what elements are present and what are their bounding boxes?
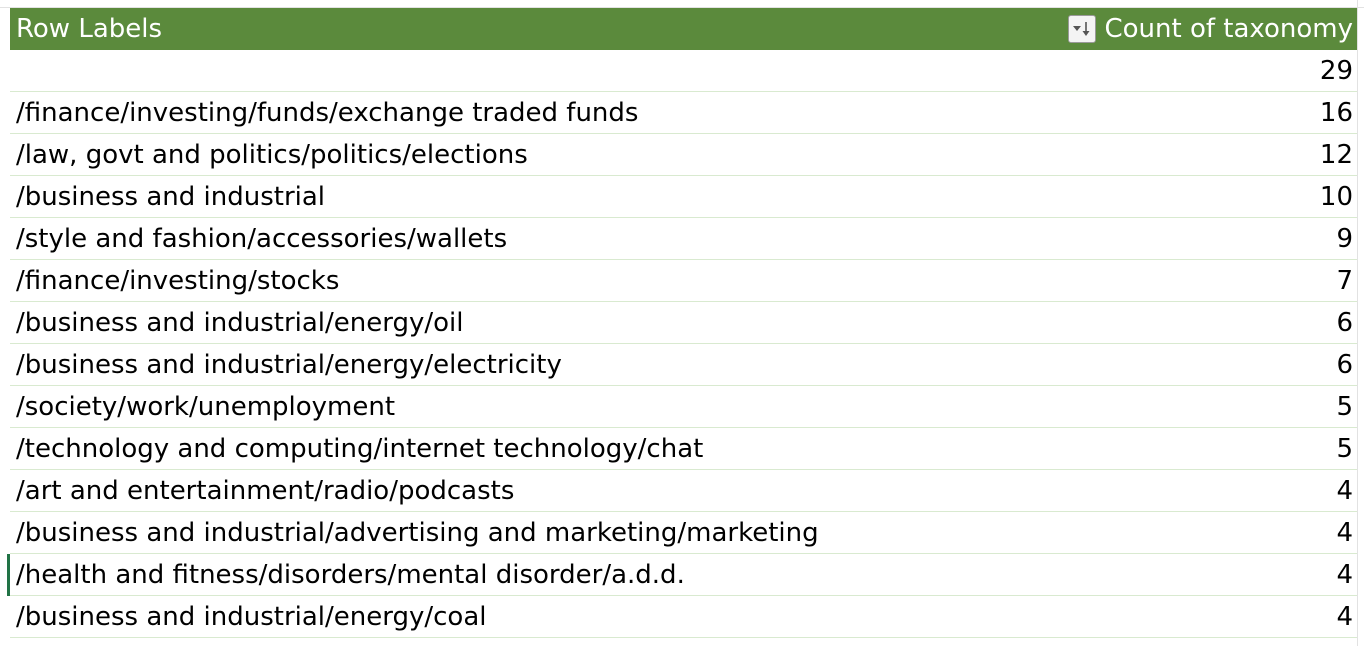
- table-row[interactable]: /business and industrial 10: [10, 176, 1357, 218]
- table-row[interactable]: /art and entertainment/radio/podcasts 4: [10, 470, 1357, 512]
- count-cell[interactable]: 7: [1336, 265, 1353, 296]
- sort-filter-button[interactable]: [1068, 15, 1097, 43]
- table-row[interactable]: /business and industrial/energy/coal 4: [10, 596, 1357, 638]
- count-cell[interactable]: 29: [1319, 55, 1353, 86]
- count-cell[interactable]: 16: [1319, 97, 1353, 128]
- count-cell[interactable]: 12: [1319, 139, 1353, 170]
- table-row[interactable]: /technology and computing/internet techn…: [10, 428, 1357, 470]
- row-label-cell[interactable]: /business and industrial: [16, 181, 326, 212]
- row-label-cell[interactable]: /society/work/unemployment: [16, 391, 396, 422]
- pivot-table: Row Labels Count of taxonomy 29/finance/…: [10, 8, 1357, 638]
- count-cell[interactable]: 4: [1336, 559, 1353, 590]
- pivot-rows: 29/finance/investing/funds/exchange trad…: [10, 50, 1357, 638]
- row-label-cell[interactable]: /business and industrial/energy/coal: [16, 601, 487, 632]
- count-cell[interactable]: 9: [1336, 223, 1353, 254]
- table-row[interactable]: /style and fashion/accessories/wallets 9: [10, 218, 1357, 260]
- row-label-cell[interactable]: /business and industrial/energy/oil: [16, 307, 464, 338]
- value-header-cell: Count of taxonomy: [1068, 14, 1357, 44]
- table-row[interactable]: /business and industrial/energy/electric…: [10, 344, 1357, 386]
- table-row[interactable]: /law, govt and politics/politics/electio…: [10, 134, 1357, 176]
- table-row[interactable]: /society/work/unemployment 5: [10, 386, 1357, 428]
- active-cell-marker: [7, 554, 10, 596]
- pivot-header-row: Row Labels Count of taxonomy: [10, 8, 1357, 50]
- row-label-cell[interactable]: /finance/investing/stocks: [16, 265, 340, 296]
- row-label-cell[interactable]: /law, govt and politics/politics/electio…: [16, 139, 528, 170]
- count-cell[interactable]: 4: [1336, 517, 1353, 548]
- row-label-cell[interactable]: /health and fitness/disorders/mental dis…: [16, 559, 685, 590]
- row-label-cell[interactable]: /business and industrial/advertising and…: [16, 517, 819, 548]
- count-cell[interactable]: 6: [1336, 307, 1353, 338]
- count-cell[interactable]: 6: [1336, 349, 1353, 380]
- table-row[interactable]: /finance/investing/stocks 7: [10, 260, 1357, 302]
- count-cell[interactable]: 5: [1336, 391, 1353, 422]
- table-row[interactable]: 29: [10, 50, 1357, 92]
- count-of-taxonomy-header[interactable]: Count of taxonomy: [1104, 14, 1353, 44]
- grid-column-line: [1357, 0, 1358, 646]
- row-label-cell[interactable]: /technology and computing/internet techn…: [16, 433, 704, 464]
- row-label-cell[interactable]: /style and fashion/accessories/wallets: [16, 223, 508, 254]
- table-row[interactable]: /finance/investing/funds/exchange traded…: [10, 92, 1357, 134]
- row-label-cell[interactable]: /finance/investing/funds/exchange traded…: [16, 97, 639, 128]
- table-row[interactable]: /business and industrial/advertising and…: [10, 512, 1357, 554]
- grid-row-line: [0, 0, 1364, 8]
- count-cell[interactable]: 4: [1336, 475, 1353, 506]
- table-row[interactable]: /business and industrial/energy/oil 6: [10, 302, 1357, 344]
- row-label-cell[interactable]: /art and entertainment/radio/podcasts: [16, 475, 515, 506]
- count-cell[interactable]: 5: [1336, 433, 1353, 464]
- count-cell[interactable]: 4: [1336, 601, 1353, 632]
- row-labels-header[interactable]: Row Labels: [16, 14, 163, 44]
- table-row[interactable]: /health and fitness/disorders/mental dis…: [10, 554, 1357, 596]
- count-cell[interactable]: 10: [1319, 181, 1353, 212]
- row-label-cell[interactable]: /business and industrial/energy/electric…: [16, 349, 562, 380]
- sort-filter-icon: [1073, 22, 1090, 36]
